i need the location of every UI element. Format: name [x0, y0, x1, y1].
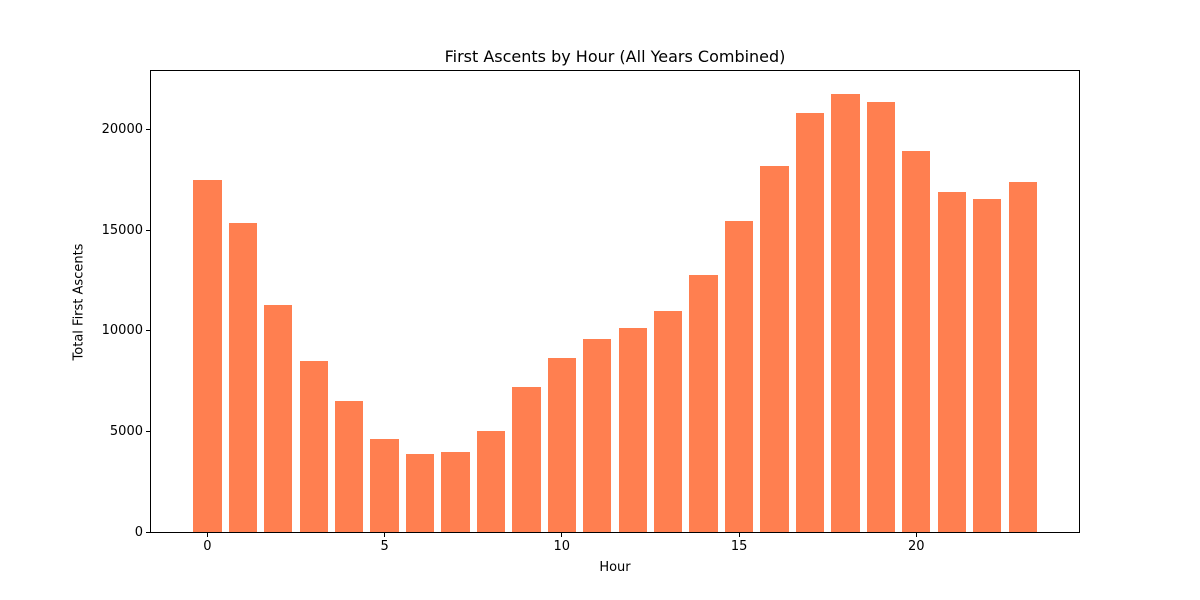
bar-hour-13	[654, 310, 683, 532]
bar-hour-6	[405, 453, 435, 532]
bar-hour-9	[512, 387, 541, 532]
x-tick-mark	[384, 533, 386, 537]
bar-hour-8	[476, 431, 506, 532]
x-tick-mark	[206, 533, 208, 537]
bar-hour-20	[902, 150, 931, 532]
bar-hour-15	[724, 221, 754, 532]
y-tick-mark	[146, 531, 150, 533]
bar-hour-16	[760, 165, 789, 532]
bar-hour-2	[264, 304, 293, 532]
bar-hour-3	[299, 360, 328, 532]
bar-hour-1	[228, 223, 257, 532]
y-tick-mark	[146, 430, 150, 432]
y-tick-mark	[146, 229, 150, 231]
bar-hour-4	[335, 401, 364, 532]
y-tick-mark	[146, 330, 150, 332]
bar-hour-22	[973, 198, 1002, 532]
chart-title: First Ascents by Hour (All Years Combine…	[444, 47, 786, 66]
y-axis-title-text: Total First Ascents	[71, 243, 87, 361]
bar-hour-11	[583, 338, 612, 532]
y-tick-label: 20000	[101, 121, 143, 137]
x-tick-mark	[915, 533, 917, 537]
y-tick-label: 5000	[109, 423, 143, 439]
bar-hour-7	[441, 451, 470, 532]
x-tick-label: 15	[730, 539, 748, 554]
bar-hour-12	[618, 327, 647, 532]
bar-hour-23	[1008, 181, 1037, 532]
x-tick-mark	[561, 533, 563, 537]
y-tick-mark	[146, 128, 150, 130]
bar-hour-19	[866, 102, 896, 532]
x-tick-label: 0	[203, 539, 212, 554]
x-tick-label: 5	[380, 539, 389, 554]
y-tick-label: 15000	[101, 222, 143, 238]
bar-hour-10	[547, 357, 577, 532]
bar-hour-5	[370, 439, 399, 532]
bar-hour-17	[795, 113, 825, 532]
bar-hour-0	[193, 179, 222, 532]
bar-hour-21	[937, 191, 966, 532]
y-tick-label: 0	[134, 524, 143, 540]
bars-container	[151, 71, 1079, 532]
plot-area	[150, 70, 1080, 533]
bar-hour-14	[689, 275, 718, 532]
x-axis-title: Hour	[599, 560, 631, 575]
y-tick-label: 10000	[101, 323, 143, 339]
x-tick-mark	[738, 533, 740, 537]
bar-hour-18	[831, 94, 860, 532]
x-tick-label: 20	[908, 539, 925, 554]
x-tick-label: 10	[553, 539, 571, 554]
